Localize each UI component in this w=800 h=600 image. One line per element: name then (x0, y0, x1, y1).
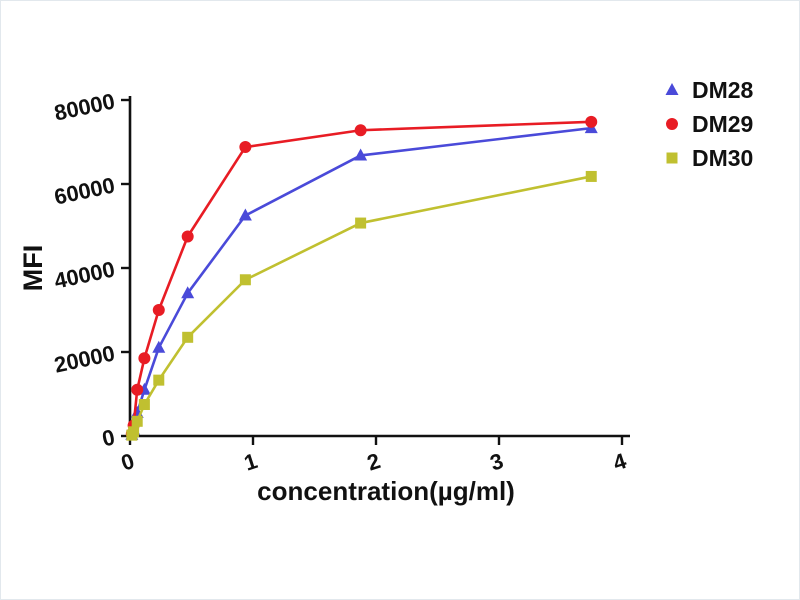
marker-square-DM30 (128, 426, 140, 438)
x-tick-label: 4 (610, 448, 630, 476)
marker-circle-DM29 (131, 383, 144, 396)
y-tick-label: 20000 (52, 340, 117, 377)
y-axis-title: MFI (18, 245, 48, 292)
legend-label-DM29: DM29 (692, 111, 753, 137)
marker-square-DM30 (355, 217, 367, 229)
marker-triangle-DM28 (238, 208, 252, 221)
x-tick-label: 1 (241, 448, 260, 476)
marker-square-DM30 (138, 399, 150, 410)
x-tick-label: 2 (364, 448, 383, 476)
series-line-DM28 (130, 126, 593, 437)
x-tick-label: 3 (487, 448, 506, 476)
marker-circle-DM29 (354, 124, 367, 137)
marker-circle-DM29 (138, 352, 151, 365)
y-tick-label: 40000 (52, 256, 117, 293)
marker-square-DM30 (182, 331, 194, 343)
marker-square-DM30 (153, 374, 165, 386)
y-tick-label: 60000 (52, 172, 117, 209)
marker-circle-DM29 (666, 118, 678, 130)
series-line-DM29 (130, 120, 593, 436)
marker-triangle-DM28 (152, 340, 166, 353)
marker-circle-DM29 (585, 115, 598, 128)
x-tick-label: 0 (118, 448, 137, 476)
marker-triangle-DM28 (665, 83, 679, 95)
marker-triangle-DM28 (181, 286, 195, 299)
marker-circle-DM29 (239, 141, 252, 154)
x-axis-title: concentration(µg/ml) (257, 476, 515, 506)
y-tick-label: 80000 (52, 88, 117, 125)
marker-square-DM30 (131, 415, 143, 427)
marker-square-DM30 (239, 274, 251, 286)
legend-label-DM28: DM28 (692, 77, 754, 103)
marker-triangle-DM28 (354, 148, 368, 161)
y-tick-label: 0 (100, 424, 117, 451)
legend-label-DM30: DM30 (692, 145, 753, 171)
marker-circle-DM29 (152, 304, 165, 316)
marker-square-DM30 (666, 152, 678, 164)
marker-square-DM30 (585, 170, 597, 182)
marker-circle-DM29 (181, 230, 194, 243)
